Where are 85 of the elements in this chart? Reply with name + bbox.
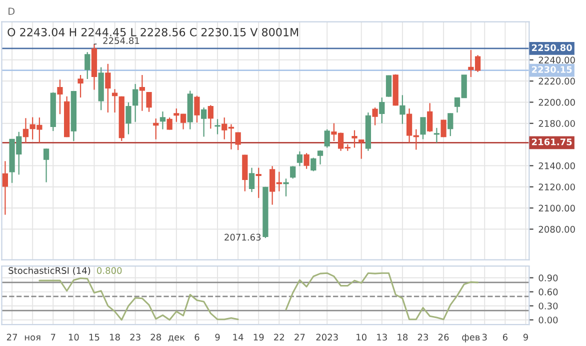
candlestick [324, 128, 330, 148]
x-tick-label: 18 [398, 334, 408, 341]
x-tick-label: 7 [50, 334, 56, 340]
x-tick-label: 14 [233, 334, 244, 340]
chart-subtitle: O 2243.04 H 2244.45 L 2228.56 C 2230.15 V 8001M [8, 28, 298, 36]
y-tick-label: 2180.00 [538, 120, 575, 127]
candlestick [200, 106, 207, 138]
x-tick-label: дек [168, 335, 185, 342]
candlestick [78, 74, 84, 98]
candlestick [352, 130, 358, 148]
candlestick [290, 166, 296, 180]
candlestick [146, 91, 152, 112]
candlestick [153, 118, 159, 140]
candlestick [248, 167, 255, 193]
x-tick-label: 26 [438, 334, 449, 341]
x-tick-label: 3 [482, 334, 487, 341]
y-tick-label: 0.00 [538, 316, 558, 324]
candlestick [283, 178, 289, 197]
candlestick [372, 106, 378, 126]
candlestick [166, 116, 172, 130]
candlestick [386, 74, 392, 98]
candlestick [139, 74, 145, 112]
candlestick [427, 102, 433, 132]
x-tick-label: 10 [356, 334, 366, 341]
x-tick-label: 9 [523, 334, 528, 341]
x-tick-label: фев [462, 334, 480, 342]
x-tick-label: 2023 [316, 334, 338, 341]
x-tick-label: 28 [150, 334, 161, 341]
x-tick-label: 6 [502, 334, 508, 341]
y-tick-label: 2200.00 [538, 98, 575, 106]
candlestick [304, 152, 310, 170]
candlestick [400, 94, 406, 124]
candlestick [112, 88, 118, 114]
candlestick [434, 127, 440, 144]
y-tick-label: 2120.00 [538, 184, 575, 190]
candlestick [235, 132, 241, 151]
chart-title: D [8, 8, 15, 15]
ref-line-label: 2161.75 [532, 138, 572, 146]
x-tick-label: 10 [68, 334, 79, 341]
annotation: 2254.81 [103, 37, 140, 44]
candlestick [420, 116, 426, 140]
y-tick-label: 0.60 [538, 288, 558, 296]
ref-line-label: 2250.80 [532, 44, 572, 52]
candlestick [22, 118, 29, 144]
y-tick-label: 2080.00 [538, 226, 575, 233]
y-tick-label: 0.90 [538, 274, 558, 282]
candlestick [105, 63, 111, 114]
x-tick-label: 23 [130, 334, 140, 341]
x-tick-label: 15 [89, 334, 100, 341]
candlestick [84, 52, 90, 80]
candlestick [160, 110, 166, 130]
candlestick [194, 95, 200, 124]
candlestick [2, 160, 8, 216]
candlestick [296, 150, 303, 167]
x-tick-label: 27 [6, 334, 18, 340]
candlestick [256, 167, 262, 199]
candlestick [132, 83, 138, 122]
candlestick [43, 148, 50, 183]
x-tick-label: ноя [24, 335, 40, 341]
candlestick [126, 102, 132, 135]
chart-title: StochasticRSI (14) [8, 266, 90, 275]
annotation: 0.800 [97, 267, 122, 274]
x-tick-label: 9 [215, 334, 220, 341]
candlestick [317, 150, 324, 165]
y-tick-label: 2240.00 [538, 56, 575, 64]
candlestick [208, 104, 214, 130]
x-tick-label: 13 [377, 334, 387, 341]
x-tick-label: 19 [254, 334, 264, 341]
x-tick-label: 27 [294, 334, 305, 340]
candlestick [57, 79, 63, 115]
x-tick-label: 18 [110, 334, 120, 341]
y-tick-label: 0.30 [538, 302, 558, 310]
x-tick-label: 22 [274, 334, 284, 340]
candlestick [379, 96, 385, 124]
ref-line-label: 2230.15 [532, 66, 572, 73]
candlestick [448, 112, 454, 137]
x-tick-label: 23 [418, 334, 428, 341]
candlestick [214, 118, 220, 135]
y-tick-label: 2140.00 [538, 162, 575, 170]
x-tick-label: 6 [194, 334, 200, 341]
candlestick [358, 139, 364, 160]
candlestick [310, 157, 316, 172]
y-tick-label: 2100.00 [538, 204, 575, 212]
y-tick-label: 2220.00 [538, 78, 575, 85]
annotation: 2071.63 [224, 234, 261, 241]
